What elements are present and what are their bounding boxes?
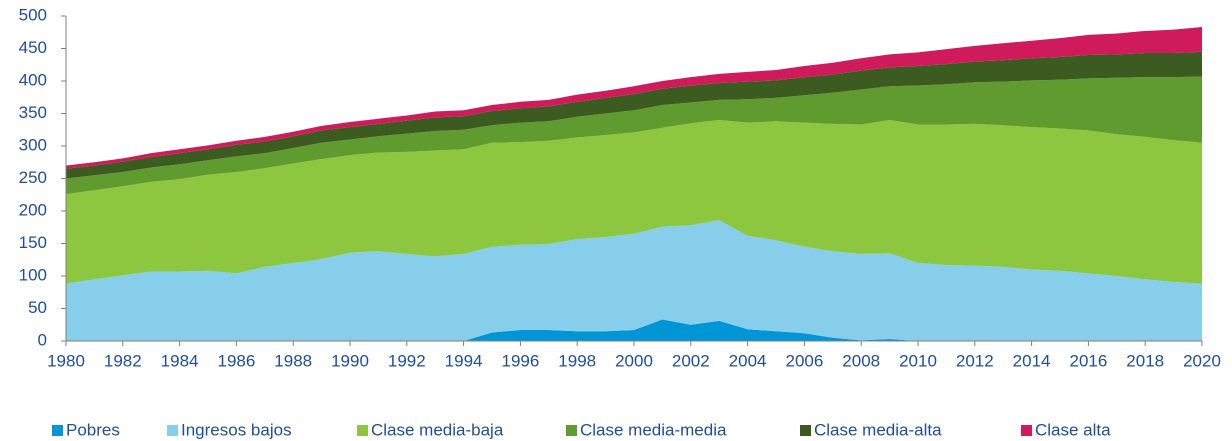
- area: [66, 51, 1202, 179]
- legend-swatch: [800, 425, 811, 436]
- x-tick-label: 1982: [104, 351, 142, 370]
- x-tick-label: 1980: [47, 351, 85, 370]
- x-tick-label: 1992: [388, 351, 426, 370]
- y-tick-label: 250: [19, 168, 47, 187]
- legend-swatch: [52, 425, 63, 436]
- x-tick-label: 2012: [956, 351, 994, 370]
- legend-label: Pobres: [66, 420, 120, 439]
- legend-swatch: [357, 425, 368, 436]
- legend-swatch: [1021, 425, 1032, 436]
- x-tick-label: 1998: [558, 351, 596, 370]
- x-tick-label: 2004: [729, 351, 767, 370]
- y-tick-label: 200: [19, 200, 47, 219]
- legend-label: Clase media-media: [580, 420, 727, 439]
- x-tick-label: 2014: [1013, 351, 1051, 370]
- x-tick-label: 2018: [1126, 351, 1164, 370]
- x-tick-label: 2006: [785, 351, 823, 370]
- x-tick-label: 1986: [217, 351, 255, 370]
- x-tick-label: 1990: [331, 351, 369, 370]
- area: [66, 27, 1202, 169]
- y-tick-label: 0: [38, 330, 47, 349]
- x-tick-label: 1996: [501, 351, 539, 370]
- y-tick-label: 350: [19, 103, 47, 122]
- x-tick-label: 2002: [672, 351, 710, 370]
- legend-swatch: [566, 425, 577, 436]
- area: [66, 319, 1202, 341]
- y-tick-label: 400: [19, 70, 47, 89]
- x-tick-label: 2008: [842, 351, 880, 370]
- x-tick-label: 2016: [1069, 351, 1107, 370]
- y-tick-label: 50: [28, 298, 47, 317]
- y-tick-label: 500: [19, 5, 47, 24]
- area: [66, 120, 1202, 284]
- x-tick-label: 2020: [1183, 351, 1221, 370]
- legend-label: Clase media-baja: [371, 420, 504, 439]
- x-tick-label: 1988: [274, 351, 312, 370]
- legend-label: Ingresos bajos: [181, 420, 292, 439]
- area: [66, 76, 1202, 195]
- x-tick-label: 2010: [899, 351, 937, 370]
- x-tick-label: 1994: [445, 351, 483, 370]
- legend-swatch: [167, 425, 178, 436]
- y-tick-label: 450: [19, 38, 47, 57]
- y-tick-label: 100: [19, 265, 47, 284]
- legend-label: Clase media-alta: [814, 420, 942, 439]
- legend-label: Clase alta: [1035, 420, 1111, 439]
- x-tick-label: 2000: [615, 351, 653, 370]
- area: [66, 220, 1202, 341]
- y-tick-label: 150: [19, 233, 47, 252]
- x-tick-label: 1984: [161, 351, 199, 370]
- y-tick-label: 300: [19, 135, 47, 154]
